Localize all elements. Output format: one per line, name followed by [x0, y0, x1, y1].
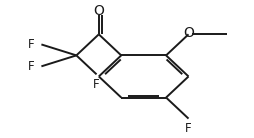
Text: F: F: [185, 122, 192, 135]
Text: F: F: [28, 60, 35, 73]
Text: O: O: [183, 26, 194, 40]
Text: F: F: [28, 38, 35, 51]
Text: O: O: [93, 4, 104, 18]
Text: F: F: [93, 78, 100, 91]
